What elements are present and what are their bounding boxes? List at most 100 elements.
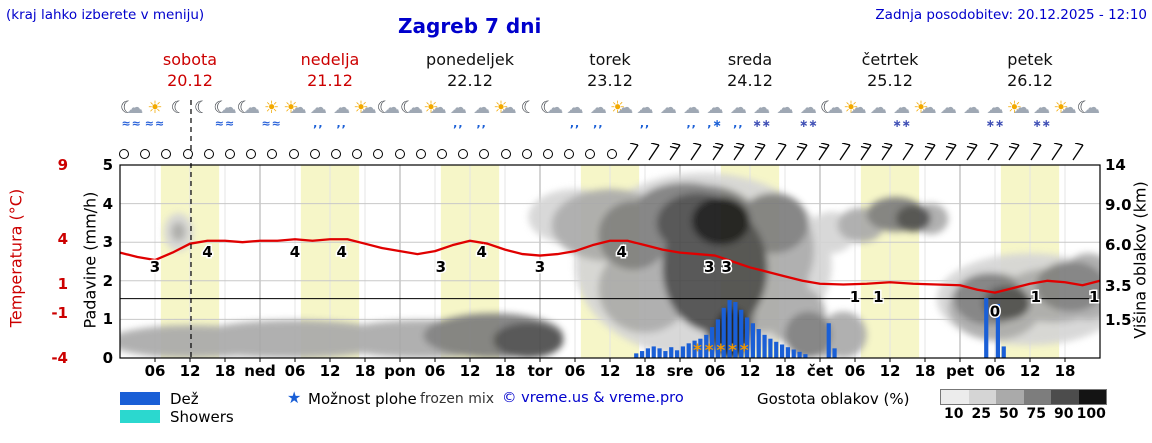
rain-icon: ☁,, [309,98,327,130]
svg-text:*: * [693,341,702,361]
copyright-link[interactable]: © vreme.us & vreme.pro [502,390,684,406]
temperature-tick: 1 [57,274,68,293]
svg-text:1: 1 [850,288,860,306]
precip-tick: 2 [102,271,113,290]
moon-cloud-icon: ☾☁ [376,98,400,118]
sun-cloud-icon: ☀☁ [913,98,937,118]
moon-fog-icon: ☾☁ ≈≈ [213,98,237,130]
temperature-tick: -1 [51,304,68,323]
day-tick: pet [945,362,975,380]
time-tick: 12 [739,362,761,380]
day-date: 22.12 [447,71,493,90]
moon-cloud-icon: ☾☁ [820,98,844,118]
time-tick: 12 [459,362,481,380]
wind-calm-icon [182,149,193,159]
day-tick: pon [384,362,416,380]
time-tick: 06 [704,362,726,380]
frozen-mix-marks: * * * * * [693,341,749,361]
svg-text:4: 4 [202,243,212,261]
wind-calm-icon [309,149,320,159]
wind-calm-icon [394,149,405,159]
wind-barb-icon [922,142,938,165]
cloud-icon: ☁ [869,98,887,118]
shower-chance-label: Možnost plohe [308,390,417,408]
svg-text:3: 3 [535,258,545,276]
density-tick-label: 25 [971,406,991,422]
precip-tick: 0 [102,349,113,367]
wind-barb-icon [858,142,874,165]
wind-calm-icon [352,149,363,159]
time-tick: 18 [1054,362,1076,380]
wind-calm-icon [521,149,532,159]
wind-calm-icon [246,149,257,159]
cloud-density-label: Gostota oblakov (%) [757,390,910,408]
precip-tick: 3 [102,233,113,252]
wind-calm-icon [373,149,384,159]
density-tick-label: 50 [999,406,1019,422]
time-tick: 12 [599,362,621,380]
svg-text:3: 3 [704,258,714,276]
day-name: nedelja [300,50,360,69]
wind-calm-icon [543,149,553,159]
time-tick: 06 [424,362,446,380]
moon-icon: ☾ [194,98,210,118]
wind-calm-icon [458,149,469,159]
moon-cloud-icon: ☾☁ [236,98,260,118]
cloud-icon: ☁ [963,98,981,118]
day-name: petek [1007,50,1053,69]
wind-barb-icon [1006,142,1022,165]
sun-cloud-icon: ☀☁ [283,98,307,118]
cloud-height-tick: 3.5 [1105,277,1132,295]
day-tick: čet [806,362,834,380]
cloud-height-tick: 1.5 [1105,311,1132,329]
moon-cloud-icon: ☾☁ [540,98,564,118]
time-tick: 12 [179,362,201,380]
wind-barb-icon [964,142,980,165]
precip-tick: 1 [102,310,113,329]
bottom-axis-ticks [154,358,1066,362]
time-tick: 18 [914,362,936,380]
sun-cloud-icon: ☀☁ [423,98,447,118]
wind-barb-icon [731,142,747,165]
rain-legend-swatch [120,392,160,405]
time-tick: 06 [564,362,586,380]
svg-text:1: 1 [1089,288,1099,306]
snow-icon: ☁ ∗∗ [752,98,771,130]
precip-bars [634,298,1006,358]
wind-barb-icon [943,142,959,165]
day-tick: tor [527,362,553,380]
sun-cloud-icon: ☀☁ [843,98,867,118]
day-name: četrtek [861,50,919,69]
density-swatch [968,390,996,404]
time-tick: 12 [879,362,901,380]
precip-tick: 4 [102,194,113,213]
day-name: sobota [162,50,218,69]
day-date: 21.12 [307,71,353,90]
wind-barb-icon [688,142,704,165]
sun-cloud-icon: ☀☁ [353,98,377,118]
rain-icon: ☁,, [589,98,607,130]
shower-chance-star-icon: ★ [287,388,302,407]
wind-calm-icon [564,149,575,159]
svg-text:4: 4 [336,243,346,261]
wind-calm-icon [267,149,278,159]
wind-calm-icon [585,149,596,159]
svg-text:*: * [716,341,725,361]
day-name: torek [589,50,631,69]
density-swatch [996,390,1024,404]
day-date: 25.12 [867,71,913,90]
cloud-icon: ☁ [776,98,794,118]
day-date: 24.12 [727,71,773,90]
wind-calm-icon [161,149,172,159]
moon-icon: ☾ [170,98,186,118]
svg-text:*: * [728,341,737,361]
rain-icon: ☁,, [683,98,701,130]
time-tick: 12 [1019,362,1041,380]
svg-text:*: * [705,341,714,361]
snow-icon: ☁ ∗∗ [985,98,1005,130]
wind-calm-icon [288,149,299,159]
wind-barb-icon [794,142,810,165]
cloud-height-tick: 14 [1105,156,1126,174]
svg-text:*: * [740,341,749,361]
